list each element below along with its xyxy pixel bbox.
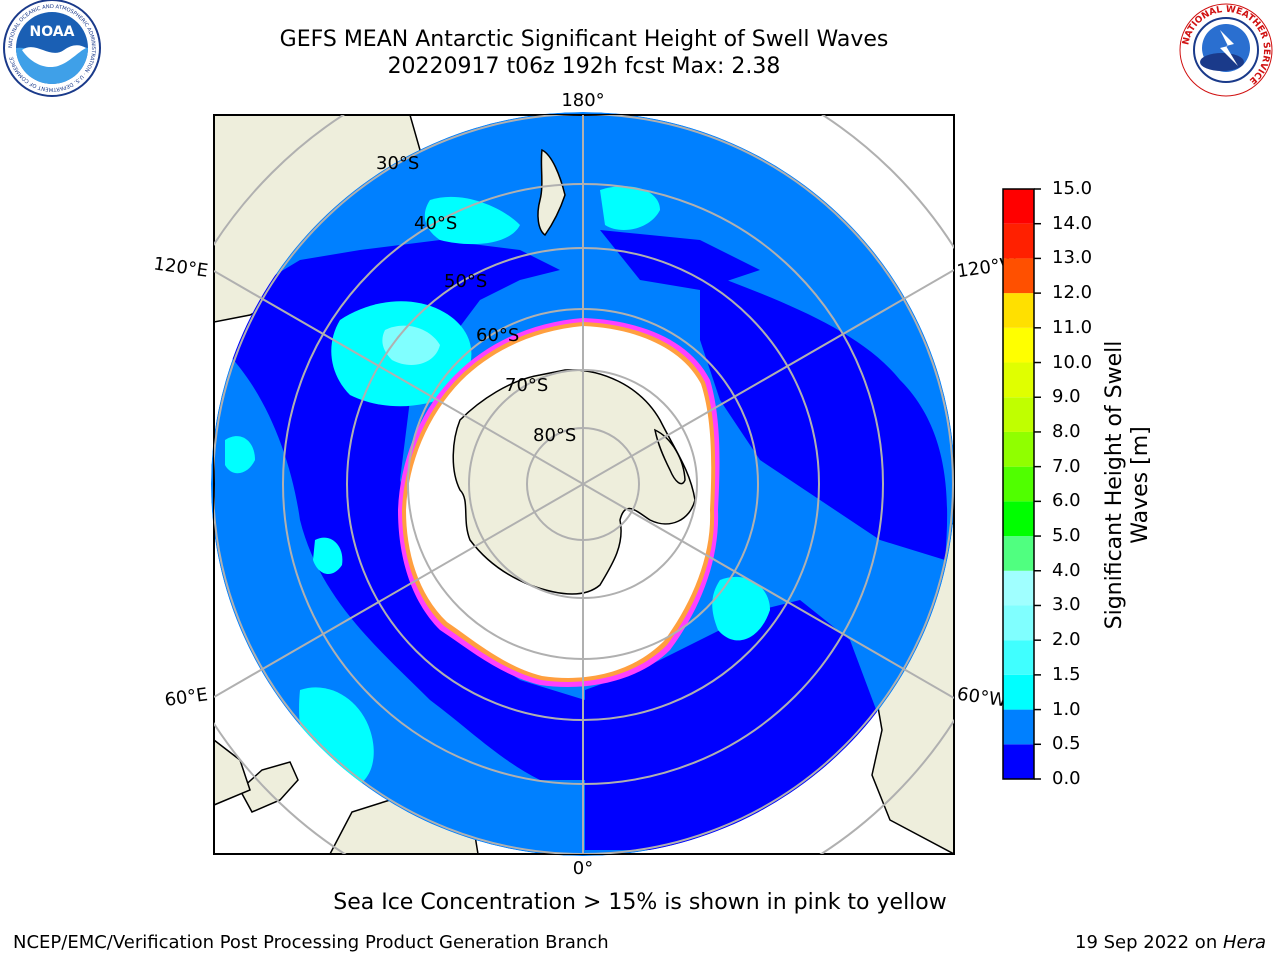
new-zealand-land <box>537 148 566 237</box>
colorbar-tick-label: 5.0 <box>1052 525 1081 547</box>
colorbar-tick-label: 15.0 <box>1052 178 1093 199</box>
footer-date-host: 19 Sep 2022 on Hera <box>1075 932 1266 953</box>
colorbar-tick-label: 1.5 <box>1052 663 1081 685</box>
swell-band-1.5-2 <box>382 325 440 365</box>
colorbar-band <box>1003 570 1034 606</box>
chart-subtitle-run-info: 20220917 t06z 192h fcst Max: 2.38 <box>387 54 781 79</box>
colorbar-band <box>1003 501 1034 537</box>
colorbar-band <box>1003 397 1034 432</box>
colorbar-label-line2: Waves [m] <box>1128 426 1153 544</box>
colorbar-tick-label: 13.0 <box>1052 247 1093 269</box>
colorbar-band <box>1003 362 1034 398</box>
lat-label-40s: 40°S <box>414 213 457 234</box>
colorbar-tick-label: 7.0 <box>1052 455 1081 477</box>
noaa-logo: NOAA NATIONAL OCEANIC AND ATMOSPHERIC AD… <box>3 0 101 97</box>
colorbar-tick-label: 6.0 <box>1052 490 1081 512</box>
madagascar-land <box>239 761 299 813</box>
colorbar-label: Significant Height of Swell Waves [m] <box>1102 341 1154 630</box>
colorbar-band <box>1003 466 1034 502</box>
colorbar-band <box>1003 605 1034 641</box>
footer-host: Hera <box>1222 932 1266 953</box>
colorbar-band <box>1003 674 1034 710</box>
colorbar-band <box>1003 536 1034 571</box>
colorbar-tick-label: 0.5 <box>1052 733 1081 755</box>
colorbar-tick-label: 11.0 <box>1052 316 1093 338</box>
footer-branch: NCEP/EMC/Verification Post Processing Pr… <box>13 932 609 953</box>
colorbar-tick-label: 2.0 <box>1052 629 1081 651</box>
colorbar-tick-label: 8.0 <box>1052 420 1081 442</box>
colorbar-band <box>1003 327 1034 363</box>
lat-label-80s: 80°S <box>533 425 576 446</box>
colorbar-band <box>1003 640 1034 675</box>
colorbar-tick-label: 3.0 <box>1052 594 1081 616</box>
colorbar-tick-label: 14.0 <box>1052 212 1093 234</box>
colorbar <box>1003 189 1034 779</box>
colorbar-tick-label: 0.0 <box>1052 768 1081 789</box>
colorbar-band <box>1003 293 1034 328</box>
colorbar-tick-label: 10.0 <box>1052 351 1093 373</box>
lat-label-50s: 50°S <box>444 271 487 292</box>
colorbar-band <box>1003 258 1034 294</box>
colorbar-tick-label: 12.0 <box>1052 282 1093 304</box>
lat-label-60s: 60°S <box>476 325 519 346</box>
lat-label-30s: 30°S <box>376 153 419 174</box>
lon-label-60e: 60°E <box>163 684 209 711</box>
colorbar-band <box>1003 223 1034 259</box>
colorbar-ticks <box>1034 188 1041 780</box>
colorbar-band <box>1003 431 1034 467</box>
sea-ice-caption: Sea Ice Concentration > 15% is shown in … <box>333 890 947 915</box>
colorbar-frame <box>1002 188 1035 780</box>
india-land <box>214 739 251 806</box>
colorbar-band <box>1003 709 1034 745</box>
graticule <box>214 115 954 854</box>
lon-label-0: 0° <box>573 858 593 879</box>
colorbar-tick-label: 9.0 <box>1052 386 1081 408</box>
noaa-logo-text: NOAA <box>30 24 75 40</box>
colorbar-tick-label: 1.0 <box>1052 698 1081 720</box>
colorbar-band <box>1003 189 1034 224</box>
colorbar-label-line1: Significant Height of Swell <box>1102 340 1127 630</box>
nws-logo: NATIONAL WEATHER SERVICE <box>1179 3 1273 97</box>
lon-label-60w: 60°W <box>956 684 1008 712</box>
colorbar-tick-label: 4.0 <box>1052 559 1081 581</box>
antarctic-peninsula <box>653 428 686 485</box>
lon-label-120e: 120°E <box>152 253 209 281</box>
lat-label-70s: 70°S <box>505 375 548 396</box>
colorbar-band <box>1003 744 1034 779</box>
lon-label-180: 180° <box>561 90 604 111</box>
chart-title: GEFS MEAN Antarctic Significant Height o… <box>279 27 889 52</box>
footer-date: 19 Sep 2022 on <box>1075 932 1223 953</box>
